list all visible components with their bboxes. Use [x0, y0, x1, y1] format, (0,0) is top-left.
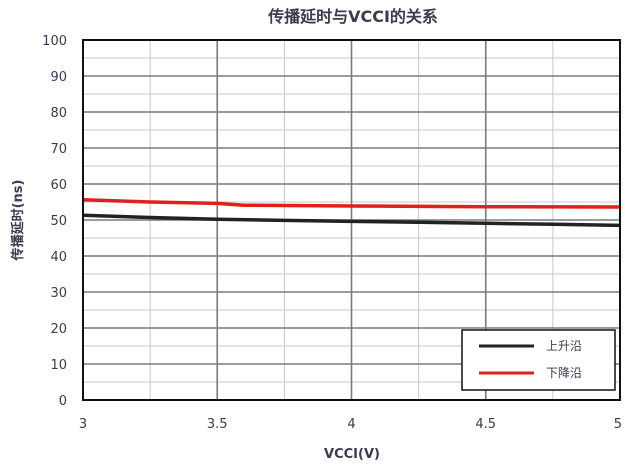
y-tick-label: 80 — [50, 106, 67, 121]
y-tick-label: 10 — [50, 358, 67, 373]
legend-box — [461, 329, 616, 391]
x-tick-label: 4.5 — [475, 417, 496, 432]
y-tick-label: 100 — [42, 34, 67, 49]
x-tick-label: 3 — [79, 417, 87, 432]
y-tick-label: 50 — [50, 214, 67, 229]
series-layer — [82, 198, 621, 228]
x-tick-label: 3.5 — [207, 417, 228, 432]
y-tick-label: 70 — [50, 142, 67, 157]
chart-title: 传播延时与VCCI的关系 — [267, 7, 438, 26]
y-tick-labels: 0 10 20 30 40 50 60 70 80 90 100 — [42, 34, 67, 409]
y-tick-label: 30 — [50, 286, 67, 301]
x-tick-label: 5 — [614, 417, 622, 432]
y-tick-label: 90 — [50, 70, 67, 85]
x-axis-label: VCCI(V) — [324, 447, 380, 462]
y-tick-label: 0 — [59, 394, 67, 409]
series-line-0 — [82, 213, 621, 228]
y-axis-label: 传播延时(ns) — [10, 180, 26, 262]
x-tick-labels: 3 3.5 4 4.5 5 — [79, 417, 622, 432]
y-tick-label: 40 — [50, 250, 67, 265]
series-line-1 — [82, 198, 621, 209]
plot-frame — [82, 39, 621, 401]
y-tick-label: 60 — [50, 178, 67, 193]
legend-label-falling: 下降沿 — [546, 366, 582, 380]
y-tick-label: 20 — [50, 322, 67, 337]
legend: 上升沿 下降沿 — [461, 329, 616, 391]
legend-label-rising: 上升沿 — [546, 339, 582, 353]
x-tick-label: 4 — [347, 417, 355, 432]
